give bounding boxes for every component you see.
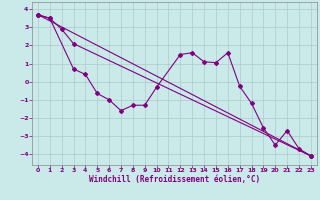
- X-axis label: Windchill (Refroidissement éolien,°C): Windchill (Refroidissement éolien,°C): [89, 175, 260, 184]
